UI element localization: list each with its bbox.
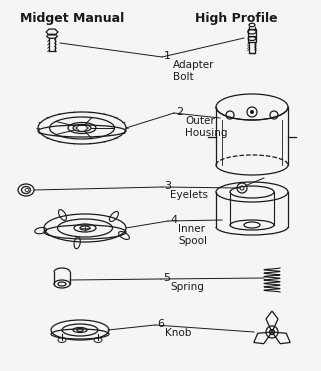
Text: 4: 4 xyxy=(170,215,177,225)
Text: Inner
Spool: Inner Spool xyxy=(178,224,207,246)
Text: 1: 1 xyxy=(164,51,171,61)
Text: 6: 6 xyxy=(157,319,164,329)
Text: Adapter
Bolt: Adapter Bolt xyxy=(173,60,214,82)
Text: 2: 2 xyxy=(176,107,183,117)
Text: 5: 5 xyxy=(163,273,170,283)
Text: High Profile: High Profile xyxy=(195,12,277,25)
Text: Outer
Housing: Outer Housing xyxy=(185,116,228,138)
Text: Spring: Spring xyxy=(170,282,204,292)
Text: Knob: Knob xyxy=(165,328,191,338)
Text: 3: 3 xyxy=(164,181,171,191)
Circle shape xyxy=(250,110,254,114)
Text: Midget Manual: Midget Manual xyxy=(20,12,124,25)
Text: Eyelets: Eyelets xyxy=(170,190,208,200)
